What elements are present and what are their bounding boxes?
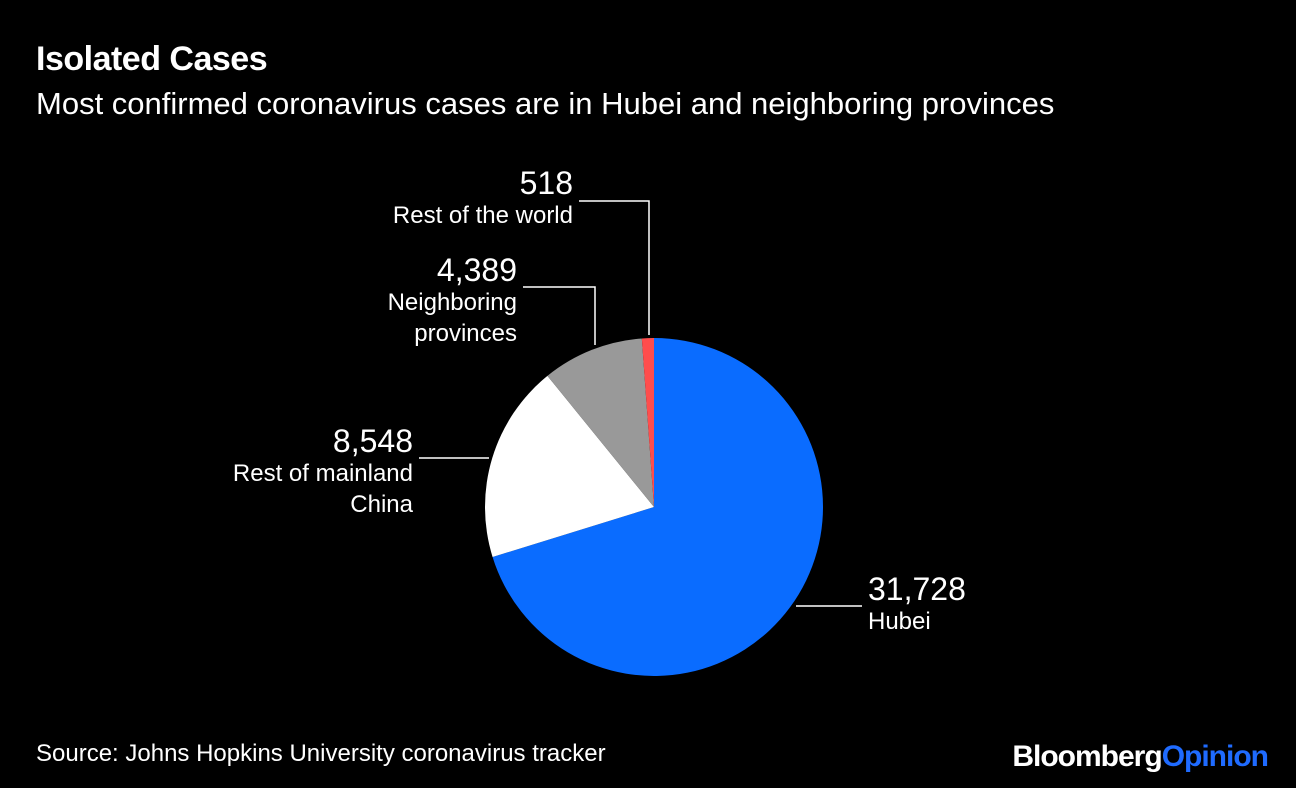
brand-logo-bloomberg: Bloomberg (1012, 740, 1162, 773)
leader-line-rest-of-the-world (579, 200, 650, 335)
category-label-rest-of-mainland-china-line-1: Rest of mainland (233, 460, 413, 487)
pie-slice-rest-of-mainland-china (485, 375, 654, 557)
chart-subtitle: Most confirmed coronavirus cases are in … (36, 86, 1055, 121)
brand-logo-opinion: Opinion (1161, 740, 1269, 773)
value-label-neighboring-provinces: 4,389 (437, 252, 517, 288)
pie-slice-rest-of-the-world (641, 338, 654, 507)
category-label-neighboring-provinces-line-2: provinces (414, 320, 517, 347)
pie-slice-hubei (492, 338, 823, 676)
category-label-hubei: Hubei (868, 608, 931, 635)
category-label-neighboring-provinces-line-1: Neighboring (388, 289, 517, 316)
chart-title: Isolated Cases (36, 40, 268, 78)
pie-slices (485, 338, 823, 676)
source-note: Source: Johns Hopkins University coronav… (36, 740, 606, 767)
category-label-rest-of-the-world: Rest of the world (393, 202, 573, 229)
brand-logo: BloombergOpinion (1012, 740, 1269, 774)
leader-line-neighboring-provinces (523, 286, 596, 345)
value-label-hubei: 31,728 (868, 571, 966, 607)
category-label-rest-of-mainland-china-line-2: China (350, 491, 413, 518)
value-label-rest-of-the-world: 518 (520, 165, 573, 201)
pie-slice-neighboring-provinces (547, 338, 654, 507)
value-label-rest-of-mainland-china: 8,548 (333, 423, 413, 459)
